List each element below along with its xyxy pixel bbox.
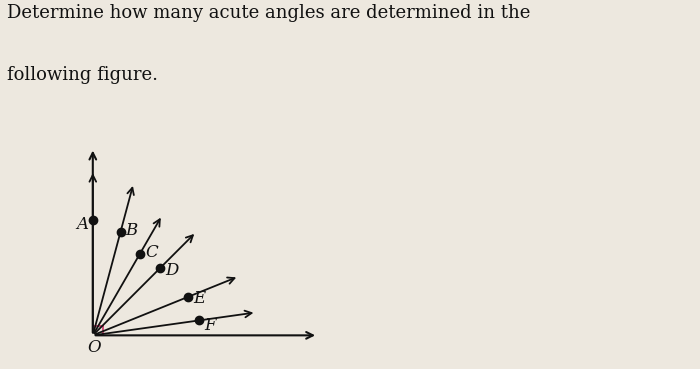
Text: F: F: [204, 317, 216, 334]
Text: C: C: [146, 244, 158, 261]
Text: following figure.: following figure.: [7, 66, 158, 85]
Text: B: B: [125, 222, 137, 239]
Text: D: D: [165, 262, 178, 279]
Text: Determine how many acute angles are determined in the: Determine how many acute angles are dete…: [7, 4, 531, 22]
Text: E: E: [193, 290, 205, 307]
Text: A: A: [76, 216, 88, 233]
Text: O: O: [88, 339, 102, 356]
